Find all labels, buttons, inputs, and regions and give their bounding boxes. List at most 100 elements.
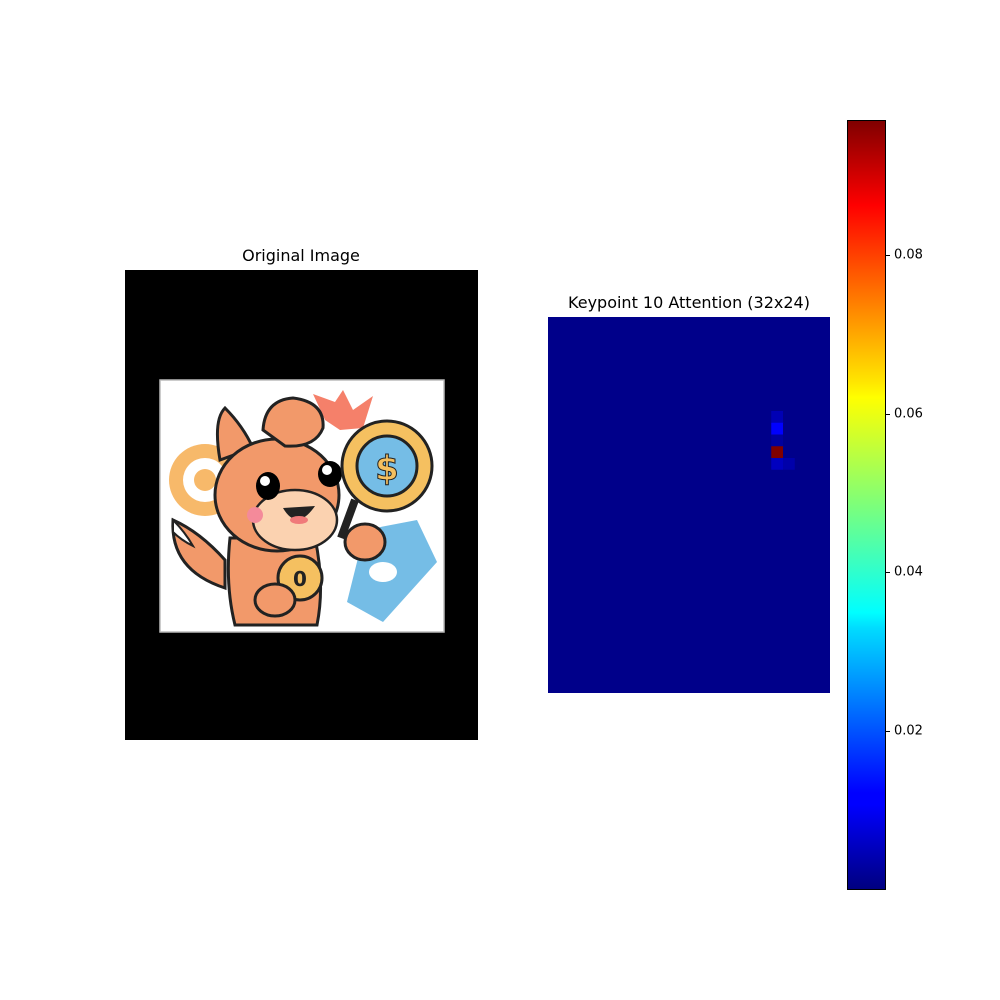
heatmap-cell bbox=[794, 375, 807, 388]
heatmap-cell bbox=[806, 563, 819, 576]
heatmap-cell bbox=[630, 446, 643, 459]
heatmap-cell bbox=[771, 422, 784, 435]
heatmap-cell bbox=[548, 622, 561, 635]
heatmap-cell bbox=[548, 422, 561, 435]
heatmap-cell bbox=[618, 481, 631, 494]
heatmap-cell bbox=[677, 328, 690, 341]
heatmap-cell bbox=[606, 634, 619, 647]
heatmap-cell bbox=[759, 328, 772, 341]
heatmap-cell bbox=[689, 505, 702, 518]
magnifier-handle bbox=[337, 498, 359, 540]
heatmap-cell bbox=[736, 387, 749, 400]
heatmap-cell bbox=[642, 317, 655, 330]
heatmap-cell bbox=[771, 493, 784, 506]
heatmap-cell bbox=[642, 540, 655, 553]
heatmap-cell bbox=[677, 317, 690, 330]
heatmap-cell bbox=[783, 481, 796, 494]
heatmap-cell bbox=[595, 681, 608, 694]
heatmap-cell bbox=[759, 446, 772, 459]
heatmap-cell bbox=[736, 599, 749, 612]
heatmap-cell bbox=[783, 540, 796, 553]
heatmap-cell bbox=[759, 646, 772, 659]
heatmap-cell bbox=[700, 516, 713, 529]
heatmap-cell bbox=[783, 599, 796, 612]
heatmap-cell bbox=[759, 505, 772, 518]
heatmap-cell bbox=[571, 422, 584, 435]
heatmap-cell bbox=[583, 540, 596, 553]
heatmap-cell bbox=[665, 587, 678, 600]
heatmap-cell bbox=[700, 481, 713, 494]
heatmap-cell bbox=[689, 434, 702, 447]
heatmap-cell bbox=[559, 681, 572, 694]
heatmap-cell bbox=[759, 516, 772, 529]
heatmap-cell bbox=[783, 399, 796, 412]
heatmap-cell bbox=[653, 481, 666, 494]
heatmap-cell bbox=[794, 364, 807, 377]
heatmap-cell bbox=[783, 364, 796, 377]
heatmap-cell bbox=[806, 399, 819, 412]
heatmap-cell bbox=[700, 622, 713, 635]
heatmap-cell bbox=[665, 422, 678, 435]
heatmap-cell bbox=[712, 340, 725, 353]
heatmap-cell bbox=[771, 317, 784, 330]
heatmap-cell bbox=[595, 446, 608, 459]
heatmap-cell bbox=[595, 328, 608, 341]
heatmap-cell bbox=[689, 458, 702, 471]
heatmap-cell bbox=[642, 422, 655, 435]
heatmap-cell bbox=[653, 657, 666, 670]
heatmap-cell bbox=[700, 434, 713, 447]
heatmap-cell bbox=[595, 411, 608, 424]
heatmap-cell bbox=[618, 622, 631, 635]
heatmap-cell bbox=[806, 669, 819, 682]
heatmap-cell bbox=[677, 481, 690, 494]
heatmap-cell bbox=[736, 563, 749, 576]
heatmap-cell bbox=[700, 634, 713, 647]
heatmap-cell bbox=[818, 646, 831, 659]
heatmap-cell bbox=[783, 516, 796, 529]
heatmap-cell bbox=[653, 646, 666, 659]
heatmap-cell bbox=[559, 317, 572, 330]
heatmap-cell bbox=[747, 599, 760, 612]
heatmap-cell bbox=[794, 599, 807, 612]
heatmap-cell bbox=[630, 458, 643, 471]
heatmap-cell bbox=[595, 352, 608, 365]
heatmap-cell bbox=[571, 458, 584, 471]
heatmap-cell bbox=[689, 328, 702, 341]
heatmap-cell bbox=[724, 646, 737, 659]
heatmap-cell bbox=[771, 458, 784, 471]
fox-tail-tip bbox=[172, 517, 196, 549]
heatmap-cell bbox=[548, 328, 561, 341]
heatmap-cell bbox=[559, 387, 572, 400]
heatmap-cell bbox=[759, 669, 772, 682]
heatmap-cell bbox=[794, 469, 807, 482]
heatmap-cell bbox=[818, 528, 831, 541]
heatmap-cell bbox=[771, 610, 784, 623]
heatmap-cell bbox=[606, 657, 619, 670]
heatmap-cell bbox=[618, 493, 631, 506]
heatmap-cell bbox=[630, 328, 643, 341]
heatmap-cell bbox=[806, 469, 819, 482]
heatmap-cell bbox=[794, 516, 807, 529]
heatmap-cell bbox=[583, 669, 596, 682]
heatmap-cell bbox=[571, 364, 584, 377]
heatmap-cell bbox=[630, 352, 643, 365]
heatmap-cell bbox=[583, 493, 596, 506]
heatmap-cell bbox=[771, 340, 784, 353]
heatmap-cell bbox=[818, 622, 831, 635]
heatmap-cell bbox=[712, 328, 725, 341]
heatmap-cell bbox=[677, 634, 690, 647]
heatmap-cell bbox=[724, 352, 737, 365]
heatmap-cell bbox=[747, 552, 760, 565]
heatmap-cell bbox=[559, 446, 572, 459]
heatmap-cell bbox=[642, 399, 655, 412]
heatmap-cell bbox=[653, 493, 666, 506]
heatmap-cell bbox=[677, 422, 690, 435]
heatmap-cell bbox=[630, 422, 643, 435]
heatmap-cell bbox=[712, 399, 725, 412]
heatmap-cell bbox=[559, 493, 572, 506]
heatmap-cell bbox=[665, 599, 678, 612]
heatmap-cell bbox=[759, 540, 772, 553]
heatmap-cell bbox=[595, 634, 608, 647]
heatmap-cell bbox=[818, 399, 831, 412]
heatmap-cell bbox=[653, 516, 666, 529]
